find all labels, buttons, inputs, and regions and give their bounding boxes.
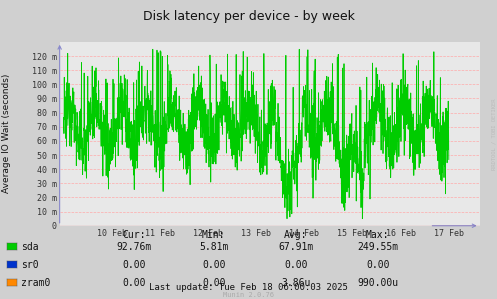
Text: zram0: zram0 <box>21 277 50 288</box>
Text: 67.91m: 67.91m <box>278 242 313 252</box>
Text: 92.76m: 92.76m <box>117 242 152 252</box>
Text: 249.55m: 249.55m <box>357 242 398 252</box>
Text: Average IO Wait (seconds): Average IO Wait (seconds) <box>2 74 11 193</box>
Text: Munin 2.0.76: Munin 2.0.76 <box>223 292 274 298</box>
Text: Max:: Max: <box>366 230 390 240</box>
Text: Min:: Min: <box>202 230 226 240</box>
Text: Avg:: Avg: <box>284 230 308 240</box>
Text: sda: sda <box>21 242 38 252</box>
Text: 0.00: 0.00 <box>122 277 146 288</box>
Text: 0.00: 0.00 <box>366 260 390 270</box>
Text: 0.00: 0.00 <box>122 260 146 270</box>
Text: 0.00: 0.00 <box>284 260 308 270</box>
Text: 0.00: 0.00 <box>202 260 226 270</box>
Text: RRDTOOL / TOBI OETIKER: RRDTOOL / TOBI OETIKER <box>491 98 496 170</box>
Text: sr0: sr0 <box>21 260 38 270</box>
Text: 990.00u: 990.00u <box>357 277 398 288</box>
Text: 0.00: 0.00 <box>202 277 226 288</box>
Text: Disk latency per device - by week: Disk latency per device - by week <box>143 10 354 23</box>
Text: 3.86u: 3.86u <box>281 277 311 288</box>
Text: 5.81m: 5.81m <box>199 242 229 252</box>
Text: Cur:: Cur: <box>122 230 146 240</box>
Text: Last update: Tue Feb 18 06:00:03 2025: Last update: Tue Feb 18 06:00:03 2025 <box>149 283 348 292</box>
